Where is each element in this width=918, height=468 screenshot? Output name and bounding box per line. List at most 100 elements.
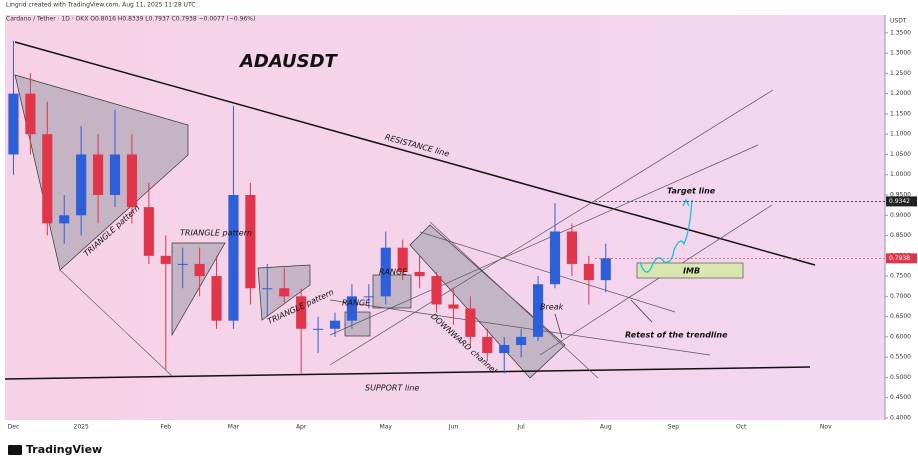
x-tick-label: Dec [8,424,20,431]
axis-unit: USDT [890,18,907,25]
candle-body [211,276,222,321]
candle-body [279,288,290,297]
price-tag [886,253,917,264]
candle-body [516,336,527,345]
range-box [344,311,371,337]
credit: Lingrid created with TradingView.com, Au… [6,2,195,9]
y-tick-label: 0.8500 [890,232,911,239]
candle-body [583,263,594,281]
symbol-info: Cardano / Tether · 1D · OKX O0.8016 H0.8… [6,16,255,23]
candle-body [346,296,357,321]
candle-body [143,207,154,256]
imb-box [636,262,744,279]
brand: TradingView [26,443,102,456]
candle-body [329,320,341,329]
y-tick-label: 0.6500 [890,313,911,320]
x-tick-label: Apr [296,424,307,431]
annotation: Retest of the trendline [625,331,728,340]
price-tag-label: 0.7938 [889,255,910,262]
candle-body [533,284,544,337]
support-line [4,366,811,380]
x-tick-label: Oct [736,424,747,431]
candle-body [228,195,239,321]
trendline [419,231,676,313]
y-tick-label: 0.7500 [890,273,911,280]
candle-body [566,231,577,264]
y-tick-label: 0.5000 [890,374,911,381]
arrow [630,299,653,323]
resistance-line [14,41,816,266]
x-tick-label: Nov [820,424,832,431]
y-tick-label: 1.1000 [890,131,911,138]
candle-body [59,215,70,224]
y-tick-label: 1.0000 [890,171,911,178]
y-tick-label: 1.0500 [890,151,911,158]
x-tick-label: Sep [668,424,680,431]
annotation: Target line [667,187,716,196]
candle-body [126,154,137,208]
x-tick-label: Jun [448,424,459,431]
y-tick-label: 0.5500 [890,354,911,361]
candle-body [76,154,87,216]
y-tick-label: 0.6000 [890,333,911,340]
trendline [329,299,711,356]
trendline [329,89,774,366]
range-box [372,274,412,309]
price-tag [886,196,917,207]
y-tick-label: 0.4000 [890,414,911,421]
y-tick-label: 0.7000 [890,293,911,300]
x-tick-label: Aug [600,424,612,431]
x-tick-label: May [380,424,393,431]
y-tick-label: 0.9500 [890,192,911,199]
trendline [429,221,599,379]
candle-body [194,263,205,277]
candle-body [499,345,510,354]
trendline [539,204,773,356]
triangle-shape [171,242,226,337]
candle-body [448,304,459,309]
annotation: SUPPORT line [365,384,419,393]
annotation: Break [540,303,564,312]
x-tick-label: Feb [160,424,171,431]
y-tick-label: 0.9000 [890,212,911,219]
candle-body [380,247,391,297]
y-tick-label: 1.2000 [890,90,911,97]
candle-body [465,308,476,337]
candle-body [8,93,19,155]
x-tick-label: Jul [517,424,526,431]
trendline [59,269,173,377]
candle-body [109,154,121,195]
footer [0,440,918,464]
candle-body [93,154,104,195]
x-tick-label: Mar [228,424,240,431]
x-tick-label: 2025 [74,424,89,431]
logo [8,445,22,455]
channel-shape [409,224,566,379]
projection-path [639,199,693,273]
annotation: RANGE [342,299,371,308]
y-tick-label: 1.3000 [890,50,911,57]
candle-body [482,336,493,354]
candle-body [549,231,561,285]
candle-body [160,255,171,264]
trendline [329,144,759,336]
price-tag-label: 0.9342 [889,198,910,205]
candle-body [313,328,324,330]
y-tick-label: 1.3500 [890,29,911,36]
candle-body [363,296,374,298]
candles [8,40,611,374]
candle-body [431,276,442,305]
chart-title: ADAUSDT [238,51,339,72]
candle-body [245,195,256,289]
arrow [554,313,563,339]
candle-body [414,272,425,277]
candle-body [25,93,36,135]
y-tick-label: 1.1500 [890,110,911,117]
annotation: IMB [683,267,700,276]
y-tick-label: 1.2500 [890,70,911,77]
drawings [4,41,816,380]
annotation: RANGE [379,268,408,277]
candle-body [600,258,611,281]
